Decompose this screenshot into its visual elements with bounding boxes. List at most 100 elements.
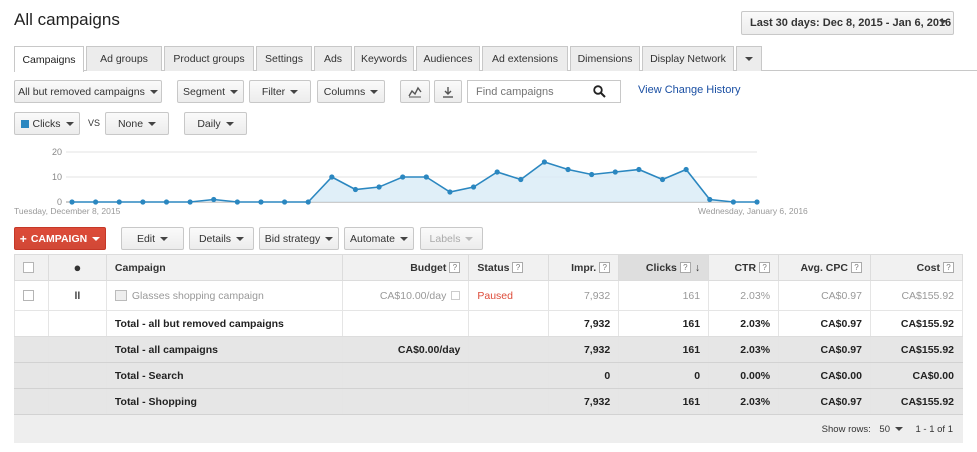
total-row-shopping: Total - Shopping 7,932 161 2.03% CA$0.97… <box>14 388 964 415</box>
total-row-all-but-removed: Total - all but removed campaigns 7,932 … <box>14 310 964 337</box>
help-icon[interactable]: ? <box>512 262 524 274</box>
help-icon[interactable]: ? <box>759 262 771 274</box>
columns-dropdown[interactable]: Columns <box>317 80 385 103</box>
details-dropdown[interactable]: Details <box>189 227 254 250</box>
chevron-down-icon <box>236 236 245 241</box>
data-point <box>636 166 642 173</box>
show-rows-control[interactable]: Show rows: 50 <box>822 424 903 435</box>
chevron-down-icon <box>92 236 101 241</box>
date-range-label: Last 30 days: Dec 8, 2015 - Jan 6, 2016 <box>750 17 952 29</box>
data-point <box>400 174 406 180</box>
tab-campaigns[interactable]: Campaigns <box>14 46 84 72</box>
tab-product-groups[interactable]: Product groups <box>164 46 254 71</box>
select-all-checkbox[interactable] <box>23 262 34 274</box>
toggle-graph-button[interactable] <box>400 80 430 103</box>
help-icon[interactable]: ? <box>449 262 461 274</box>
data-point <box>659 176 666 183</box>
data-point <box>234 199 240 205</box>
tab-keywords[interactable]: Keywords <box>354 46 414 71</box>
data-point <box>494 169 500 175</box>
ctr-cell: 2.03% <box>708 280 780 311</box>
campaign-name-cell[interactable]: Glasses shopping campaign <box>105 280 344 311</box>
chevron-down-icon <box>225 121 234 126</box>
data-point <box>612 169 618 175</box>
row-checkbox[interactable] <box>23 290 34 302</box>
chart-metric2-dropdown[interactable]: None <box>105 112 169 135</box>
help-icon[interactable]: ? <box>679 262 691 274</box>
select-all-header <box>14 254 49 281</box>
data-point <box>281 199 288 205</box>
edit-dropdown[interactable]: Edit <box>121 227 184 250</box>
tab-ads[interactable]: Ads <box>314 46 352 71</box>
tab-ad-groups[interactable]: Ad groups <box>86 46 162 71</box>
help-icon[interactable]: ? <box>850 262 862 274</box>
data-point <box>565 166 571 173</box>
help-icon[interactable]: ? <box>599 262 611 274</box>
tab-ad-extensions[interactable]: Ad extensions <box>482 46 568 71</box>
clicks-column-header[interactable]: Clicks? ↓ <box>618 254 710 281</box>
chart-metric1-dropdown[interactable]: Clicks <box>14 112 80 135</box>
cost-column-header[interactable]: Cost? <box>869 254 964 281</box>
data-point <box>69 199 75 205</box>
pause-icon[interactable]: ll <box>47 280 107 311</box>
search-button[interactable] <box>579 80 621 103</box>
sort-descending-icon: ↓ <box>694 261 701 274</box>
chevron-down-icon <box>745 57 753 61</box>
data-point <box>140 199 146 205</box>
chart-end-date: Wednesday, January 6, 2016 <box>698 206 808 216</box>
chevron-down-icon <box>160 236 169 241</box>
total-row-all-campaigns: Total - all campaigns CA$0.00/day 7,932 … <box>14 336 964 363</box>
chevron-down-icon <box>325 236 334 241</box>
chevron-down-icon <box>149 89 158 94</box>
segment-dropdown[interactable]: Segment <box>177 80 244 103</box>
campaigns-table: ● Campaign Budget? Status? Impr.? Clicks… <box>14 254 964 415</box>
budget-cell[interactable]: CA$10.00/day <box>342 280 470 311</box>
vs-label: VS <box>88 118 101 128</box>
add-campaign-button[interactable]: + CAMPAIGN <box>14 227 106 250</box>
budget-edit-icon[interactable] <box>451 291 461 301</box>
data-point <box>376 184 382 190</box>
tab-audiences[interactable]: Audiences <box>416 46 480 71</box>
chevron-down-icon <box>148 121 157 126</box>
clicks-cell: 161 <box>618 280 710 311</box>
pagination-bar: Show rows: 50 1 - 1 of 1 <box>14 415 963 443</box>
status-column-header[interactable]: Status? <box>468 254 550 281</box>
impr-column-header[interactable]: Impr.? <box>548 254 620 281</box>
avg-cpc-cell: CA$0.97 <box>778 280 871 311</box>
bid-strategy-dropdown[interactable]: Bid strategy <box>259 227 339 250</box>
avg-cpc-column-header[interactable]: Avg. CPC? <box>778 254 871 281</box>
budget-column-header[interactable]: Budget? <box>342 254 470 281</box>
download-button[interactable] <box>434 80 462 103</box>
shopping-campaign-icon <box>114 290 127 302</box>
help-icon[interactable]: ? <box>943 262 954 274</box>
tab-bar: Campaigns Ad groups Product groups Setti… <box>14 46 977 72</box>
tab-settings[interactable]: Settings <box>256 46 312 71</box>
tab-dimensions[interactable]: Dimensions <box>570 46 640 71</box>
campaign-filter-view-dropdown[interactable]: All but removed campaigns <box>14 80 162 103</box>
data-point <box>258 199 264 205</box>
ctr-column-header[interactable]: CTR? <box>708 254 780 281</box>
clicks-chart: 0 10 20 <box>52 147 760 207</box>
status-cell: Paused <box>468 280 550 311</box>
download-icon <box>443 86 453 98</box>
view-change-history-link[interactable]: View Change History <box>638 84 741 96</box>
data-point <box>329 174 335 180</box>
impr-cell: 7,932 <box>548 280 620 311</box>
automate-dropdown[interactable]: Automate <box>344 227 414 250</box>
date-range-picker[interactable]: Last 30 days: Dec 8, 2015 - Jan 6, 2016 <box>741 11 954 35</box>
labels-dropdown: Labels <box>420 227 483 250</box>
chevron-down-icon <box>939 20 947 24</box>
series-color-swatch <box>20 119 29 128</box>
data-point <box>730 199 736 205</box>
chevron-down-icon <box>230 89 239 94</box>
data-point <box>423 174 429 180</box>
data-point <box>352 186 359 193</box>
campaign-column-header[interactable]: Campaign <box>105 254 344 281</box>
status-dot-header[interactable]: ● <box>47 254 107 281</box>
y-tick-label: 20 <box>52 147 62 157</box>
chevron-down-icon <box>65 121 74 126</box>
granularity-dropdown[interactable]: Daily <box>184 112 247 135</box>
filter-dropdown[interactable]: Filter <box>249 80 311 103</box>
tab-display-network[interactable]: Display Network <box>642 46 734 71</box>
tab-more-button[interactable] <box>736 46 762 71</box>
